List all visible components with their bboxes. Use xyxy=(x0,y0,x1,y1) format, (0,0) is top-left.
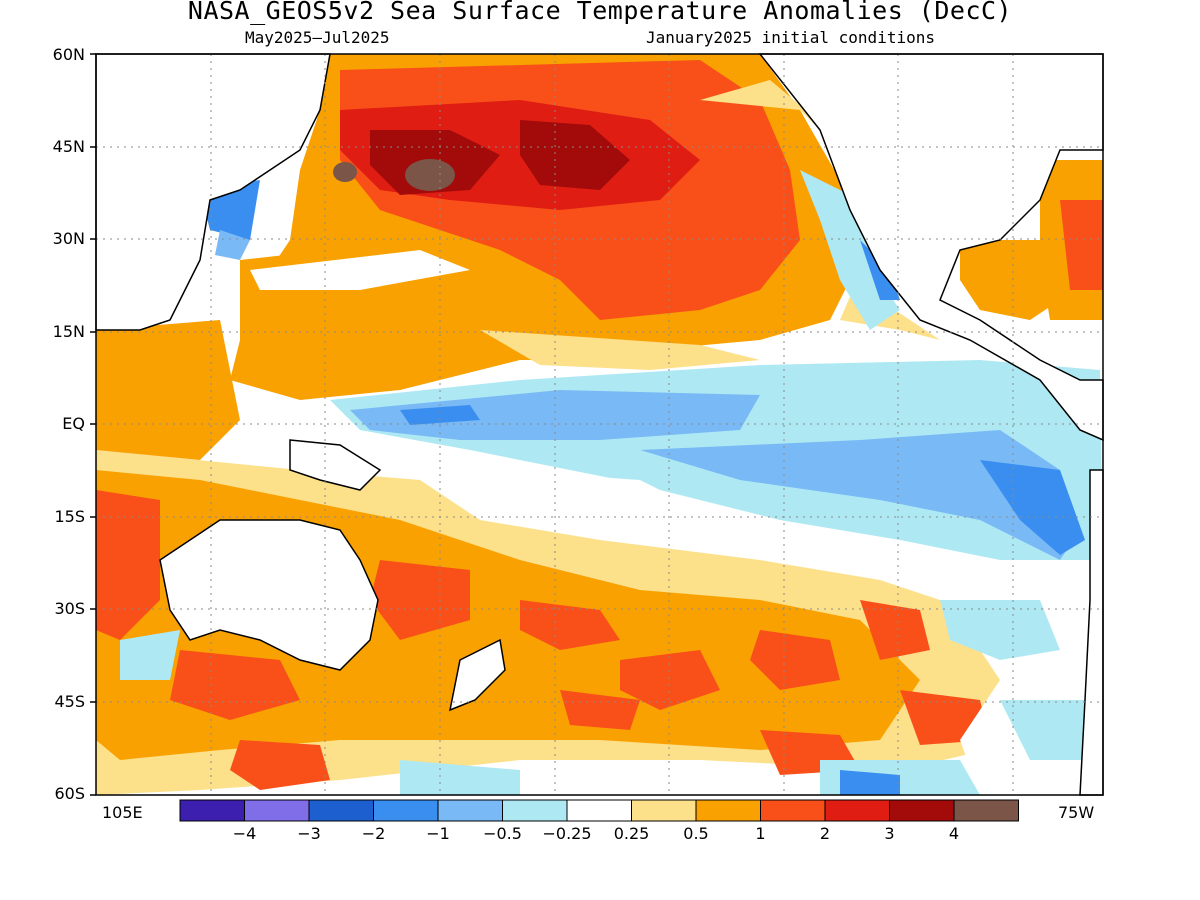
colorbar-tick-label: 3 xyxy=(884,824,895,843)
lat-label-15n: 15N xyxy=(52,322,85,341)
colorbar-swatch xyxy=(631,799,697,822)
colorbar-tick-label: 2 xyxy=(819,824,831,843)
lat-label-60s: 60S xyxy=(54,784,85,803)
lat-ticks xyxy=(90,53,96,796)
colorbar-swatch xyxy=(953,799,1019,822)
colorbar-swatch xyxy=(760,799,826,822)
lat-label-eq: EQ xyxy=(62,414,85,433)
colorbar-swatch xyxy=(566,799,632,822)
colorbar-tick-label: 0.25 xyxy=(613,824,650,843)
lat-label-15s: 15S xyxy=(54,507,85,526)
grid-lines xyxy=(96,54,1103,795)
lat-label-45s: 45S xyxy=(54,692,85,711)
forecast-period: May2025–Jul2025 xyxy=(245,28,390,47)
colorbar-tick-label: −4 xyxy=(232,824,257,843)
colorbar-tick-label: −1 xyxy=(426,824,450,843)
colorbar-swatch xyxy=(244,799,310,822)
lat-label-60n: 60N xyxy=(52,45,85,64)
map-title: NASA_GEOS5v2 Sea Surface Temperature Ano… xyxy=(187,0,1013,25)
lon-label-left: 105E xyxy=(102,803,143,822)
colorbar-tick-label: 1 xyxy=(755,824,766,843)
lat-label-30n: 30N xyxy=(52,229,85,248)
colorbar-tick-label: −0.25 xyxy=(542,824,592,843)
colorbar-tick-label: −3 xyxy=(297,824,321,843)
colorbar-tick-label: −2 xyxy=(361,824,386,843)
colorbar-swatch xyxy=(373,799,439,822)
colorbar-swatch xyxy=(889,799,955,822)
colorbar-swatch xyxy=(695,799,761,822)
lon-label-right: 75W xyxy=(1058,803,1095,822)
continent-outlines xyxy=(95,53,1104,796)
colorbar-tick-label: 0.5 xyxy=(683,824,709,843)
colorbar-swatch xyxy=(437,799,503,822)
lat-label-45n: 45N xyxy=(52,137,85,156)
initial-conditions: January2025 initial conditions xyxy=(646,28,935,47)
colorbar-tick-label: −0.5 xyxy=(483,824,522,843)
colorbar xyxy=(179,799,1019,822)
colorbar-swatch xyxy=(308,799,374,822)
colorbar-swatch xyxy=(502,799,568,822)
colorbar-swatch xyxy=(824,799,890,822)
colorbar-tick-label: 4 xyxy=(948,824,960,843)
colorbar-swatch xyxy=(179,799,245,822)
lat-label-30s: 30S xyxy=(54,599,85,618)
